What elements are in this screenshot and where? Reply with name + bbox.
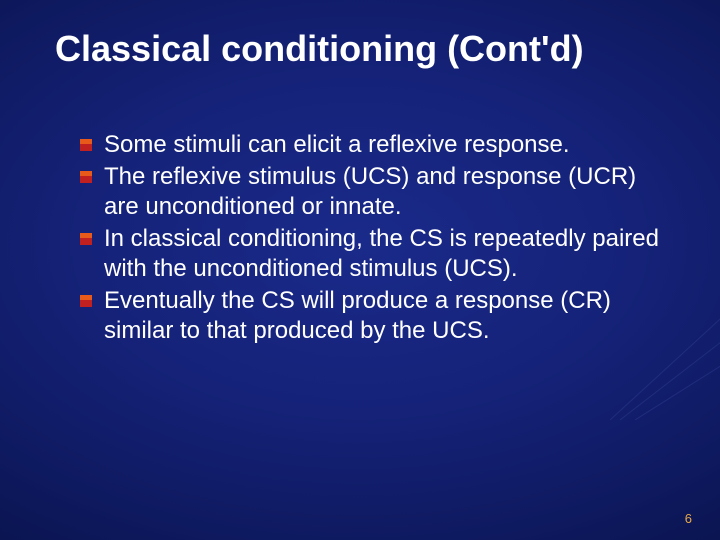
slide-title: Classical conditioning (Cont'd): [55, 28, 680, 69]
bullet-icon: [80, 233, 92, 245]
list-item: Eventually the CS will produce a respons…: [80, 286, 660, 346]
page-number: 6: [685, 511, 692, 526]
slide: Classical conditioning (Cont'd) Some sti…: [0, 0, 720, 540]
bullet-icon: [80, 171, 92, 183]
list-item: The reflexive stimulus (UCS) and respons…: [80, 162, 660, 222]
list-item: In classical conditioning, the CS is rep…: [80, 224, 660, 284]
list-item-text: In classical conditioning, the CS is rep…: [104, 224, 660, 284]
list-item-text: Eventually the CS will produce a respons…: [104, 286, 660, 346]
list-item-text: The reflexive stimulus (UCS) and respons…: [104, 162, 660, 222]
bullet-icon: [80, 139, 92, 151]
bullet-list: Some stimuli can elicit a reflexive resp…: [80, 130, 660, 348]
list-item: Some stimuli can elicit a reflexive resp…: [80, 130, 660, 160]
list-item-text: Some stimuli can elicit a reflexive resp…: [104, 130, 660, 160]
bullet-icon: [80, 295, 92, 307]
